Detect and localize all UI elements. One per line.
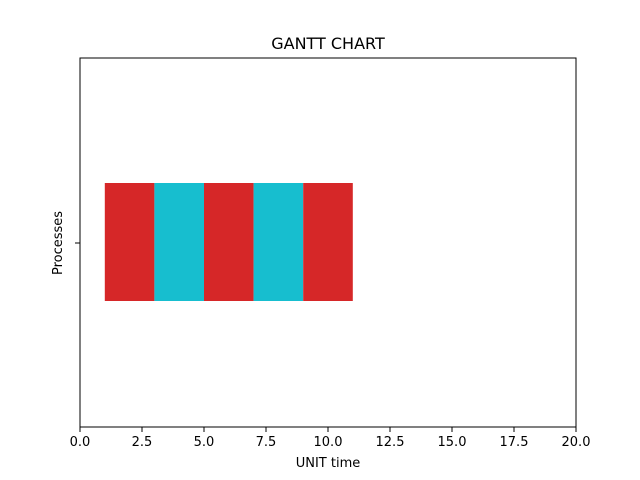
x-tick-label: 5.0 [194,435,215,450]
x-tick-label: 7.5 [256,435,277,450]
x-tick-label: 17.5 [500,435,529,450]
gantt-segment-5 [303,183,353,301]
bar-group [104,183,353,301]
gantt-segment-3 [204,183,254,301]
x-tick-label: 0.0 [70,435,91,450]
y-axis-label: Processes [51,211,66,275]
chart-title: GANTT CHART [271,34,385,53]
x-tick-label: 2.5 [132,435,153,450]
gantt-segment-2 [154,183,204,301]
x-axis-label: UNIT time [296,456,361,471]
x-tick-label: 12.5 [376,435,405,450]
gantt-segment-4 [253,183,304,301]
x-tick-label: 10.0 [314,435,343,450]
gantt-segment-1 [104,183,155,301]
x-tick-label: 15.0 [438,435,467,450]
x-tick-label: 20.0 [562,435,591,450]
x-axis-ticks: 0.0 2.5 5.0 7.5 10.0 12.5 15.0 17.5 20.0 [70,427,591,450]
